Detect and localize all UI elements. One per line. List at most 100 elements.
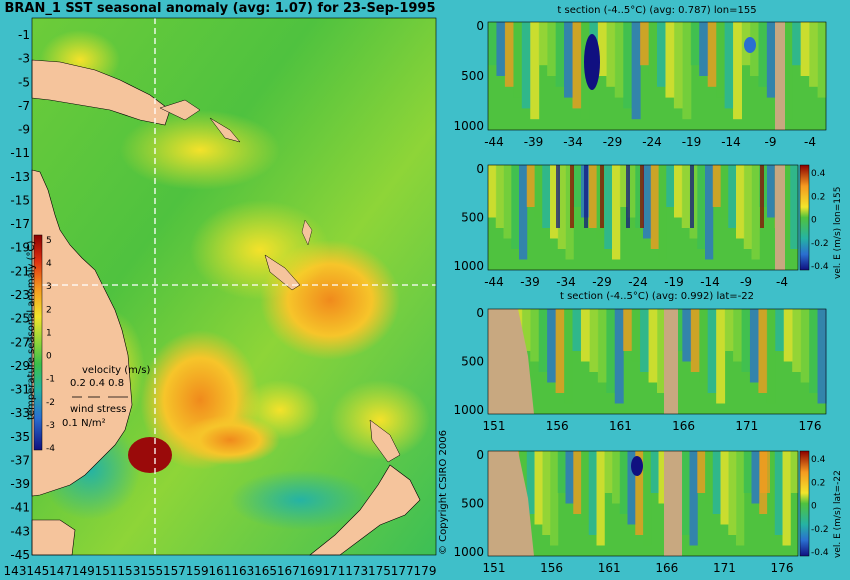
section-streak — [690, 309, 700, 372]
section-streak — [526, 451, 535, 514]
latitude-tick-label: -13 — [10, 170, 30, 184]
colorbar-tick-label: 0 — [46, 352, 52, 362]
latitude-tick-label: -5 — [18, 75, 30, 89]
section-streak — [657, 309, 666, 393]
colorbar-tick-label: -3 — [46, 421, 55, 431]
latitude-tick-label: -35 — [10, 430, 30, 444]
section-streak — [758, 309, 768, 393]
section-streak — [534, 451, 543, 525]
depth-tick-label: 0 — [476, 162, 484, 176]
latitude-tick-label: -45 — [10, 548, 30, 562]
section-streak — [589, 309, 599, 372]
section-x-tick-label: 156 — [546, 419, 569, 433]
section-x-tick-label: -24 — [642, 135, 662, 149]
cool-anomaly — [230, 470, 370, 530]
section-streak — [572, 309, 582, 351]
section-x-tick-label: -34 — [563, 135, 583, 149]
panel-frame — [487, 308, 827, 415]
section-streak — [521, 309, 531, 351]
section-streak — [597, 309, 607, 383]
velocity-band — [570, 165, 574, 228]
new-zealand-north-land — [369, 419, 401, 463]
section-streak — [612, 451, 621, 504]
velocity-colorbar-tick: 0 — [811, 216, 817, 226]
section-x-tick-label: -9 — [765, 135, 777, 149]
depth-tick-label: 500 — [461, 69, 484, 83]
missing-data-gap — [664, 451, 682, 556]
section-streak — [775, 309, 785, 351]
latitude-tick-label: -17 — [10, 217, 30, 231]
new-zealand-land — [309, 464, 421, 556]
depth-tick-label: 500 — [461, 497, 484, 511]
section-streak — [564, 309, 573, 404]
latitude-tick-label: -23 — [10, 288, 30, 302]
depth-tick-label: 1000 — [453, 119, 484, 133]
latitude-tick-label: -7 — [18, 99, 30, 113]
depth-tick-label: 500 — [461, 355, 484, 369]
latitude-ticks: -1 -3 -5 -7 -9 -11 -13 -15 -17 -19 -21 -23 -25 -27 -29… — [10, 28, 30, 562]
island-land — [209, 117, 241, 143]
velocity-colorbar-tick: -0.4 — [811, 548, 829, 558]
colorbar-tick-label: 1 — [46, 328, 52, 338]
velocity-core — [631, 456, 643, 476]
section-streak — [538, 22, 548, 66]
section-streak — [550, 451, 559, 546]
longitude-ticks: 143 145 147 149 151 153 155 157 159 161 163 165 167 1… — [4, 564, 437, 578]
section-streak — [635, 165, 644, 228]
section-streak — [555, 22, 565, 87]
velocity-colorbar-tick: -0.4 — [811, 262, 829, 272]
map-title: BRAN_1 SST seasonal anomaly (avg: 1.07) … — [4, 1, 436, 16]
section-streak — [749, 309, 759, 383]
section-streak — [741, 309, 751, 372]
cold-core — [584, 34, 600, 90]
section-panel-1: 0 500 1000-44 -39 -34 -29 -24 -19 -14 -9 -4 — [453, 19, 827, 149]
colorbar-label: temperature seasonal anomaly (°C) — [26, 240, 37, 420]
section-x-tick-label: -24 — [628, 275, 648, 289]
wind-legend-value: 0.1 N/m² — [62, 418, 106, 429]
warm-anomaly — [330, 380, 430, 460]
colorbar-tick-label: -1 — [46, 375, 55, 385]
section-streak — [643, 165, 652, 239]
section-streak — [597, 22, 607, 76]
longitude-tick-label: 151 — [95, 564, 118, 578]
velocity-band — [760, 165, 764, 228]
section-streak — [758, 22, 768, 87]
section-x-tick-label: -4 — [804, 135, 816, 149]
section-streak — [614, 22, 624, 98]
section-streak — [542, 451, 551, 535]
velocity-colorbar-tick: 0 — [811, 502, 817, 512]
section-x-tick-label: 151 — [483, 561, 506, 575]
section-streak — [550, 165, 559, 239]
section-x-tick-label: -39 — [520, 275, 540, 289]
section-streak — [581, 451, 590, 525]
section-streak — [513, 22, 523, 98]
longitude-tick-label: 147 — [49, 564, 72, 578]
depth-tick-label: 1000 — [453, 403, 484, 417]
section-streak — [674, 165, 683, 218]
new-caledonia-land — [264, 254, 301, 291]
warm-anomaly — [190, 200, 330, 300]
section-panel-3: 0 500 1000 151 156 161 166 171 176 — [453, 306, 827, 433]
island-land — [301, 219, 313, 246]
missing-data-gap — [775, 22, 785, 130]
section-streak — [573, 165, 582, 207]
section-streak — [673, 309, 683, 351]
longitude-tick-label: 169 — [300, 564, 323, 578]
section-streak — [495, 165, 504, 228]
section-streak — [682, 309, 692, 362]
section-x-tick-label: 166 — [655, 561, 678, 575]
velocity-band — [626, 165, 630, 228]
section-streak — [619, 165, 628, 207]
velocity-band — [760, 451, 770, 493]
section-streak — [790, 165, 799, 249]
latitude-tick-label: -9 — [18, 123, 30, 137]
section-streak — [588, 451, 597, 535]
section-x-tick-label: -44 — [484, 135, 504, 149]
latitude-tick-label: -41 — [10, 501, 30, 515]
velocity-band — [556, 165, 560, 228]
section-streak — [697, 451, 706, 493]
latitude-tick-label: -19 — [10, 241, 30, 255]
section-streak — [604, 165, 613, 249]
section-streak — [699, 309, 709, 383]
section-streak — [766, 22, 776, 98]
